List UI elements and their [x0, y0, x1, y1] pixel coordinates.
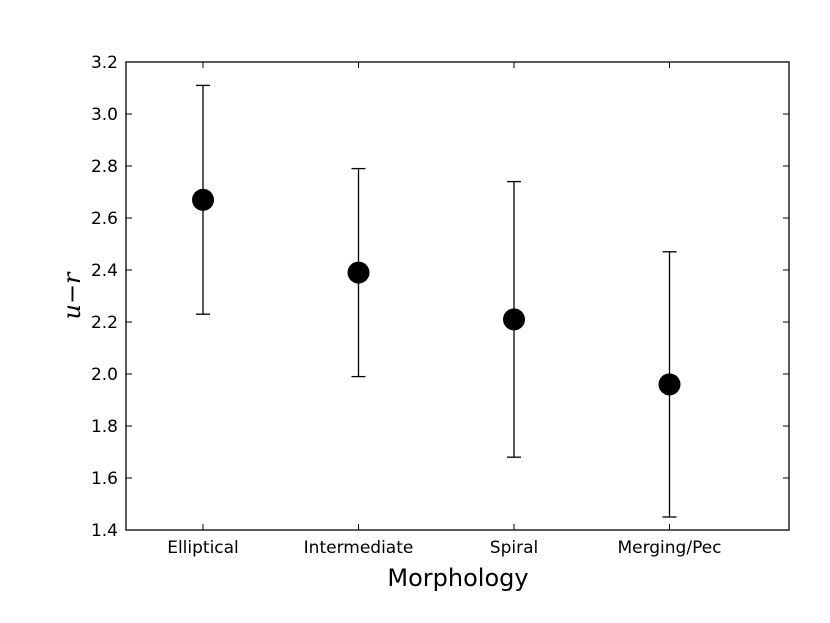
y-tick-label: 3.2: [91, 53, 118, 73]
y-tick-label: 1.4: [91, 521, 118, 541]
y-tick-label: 1.8: [91, 417, 118, 437]
data-point: [503, 308, 525, 331]
x-tick-label: Spiral: [490, 538, 538, 558]
y-tick-label: 1.6: [91, 469, 118, 489]
y-tick-label: 2.6: [91, 209, 118, 229]
data-point: [347, 261, 370, 284]
x-tick-label: Intermediate: [304, 538, 414, 558]
x-axis-title: Morphology: [387, 564, 528, 592]
y-tick-label: 2.2: [91, 313, 118, 333]
y-tick-label: 2.0: [91, 365, 118, 385]
x-axis: Elliptical Intermediate Spiral Merging/Pec: [167, 62, 722, 558]
x-tick-label: Elliptical: [167, 538, 239, 558]
data-marks: [192, 84, 681, 518]
y-axis-title: u−r: [58, 271, 86, 320]
y-tick-label: 3.0: [91, 105, 118, 125]
plot-frame: [125, 61, 790, 531]
y-tick-label: 2.4: [91, 261, 118, 281]
data-point: [658, 373, 681, 396]
x-tick-label: Merging/Pec: [617, 538, 721, 558]
data-point: [192, 188, 214, 211]
y-tick-label: 2.8: [91, 157, 118, 177]
y-axis: 1.4 1.6 1.8 2.0 2.2 2.4 2.6 2.8 3.0 3.2: [91, 53, 789, 541]
